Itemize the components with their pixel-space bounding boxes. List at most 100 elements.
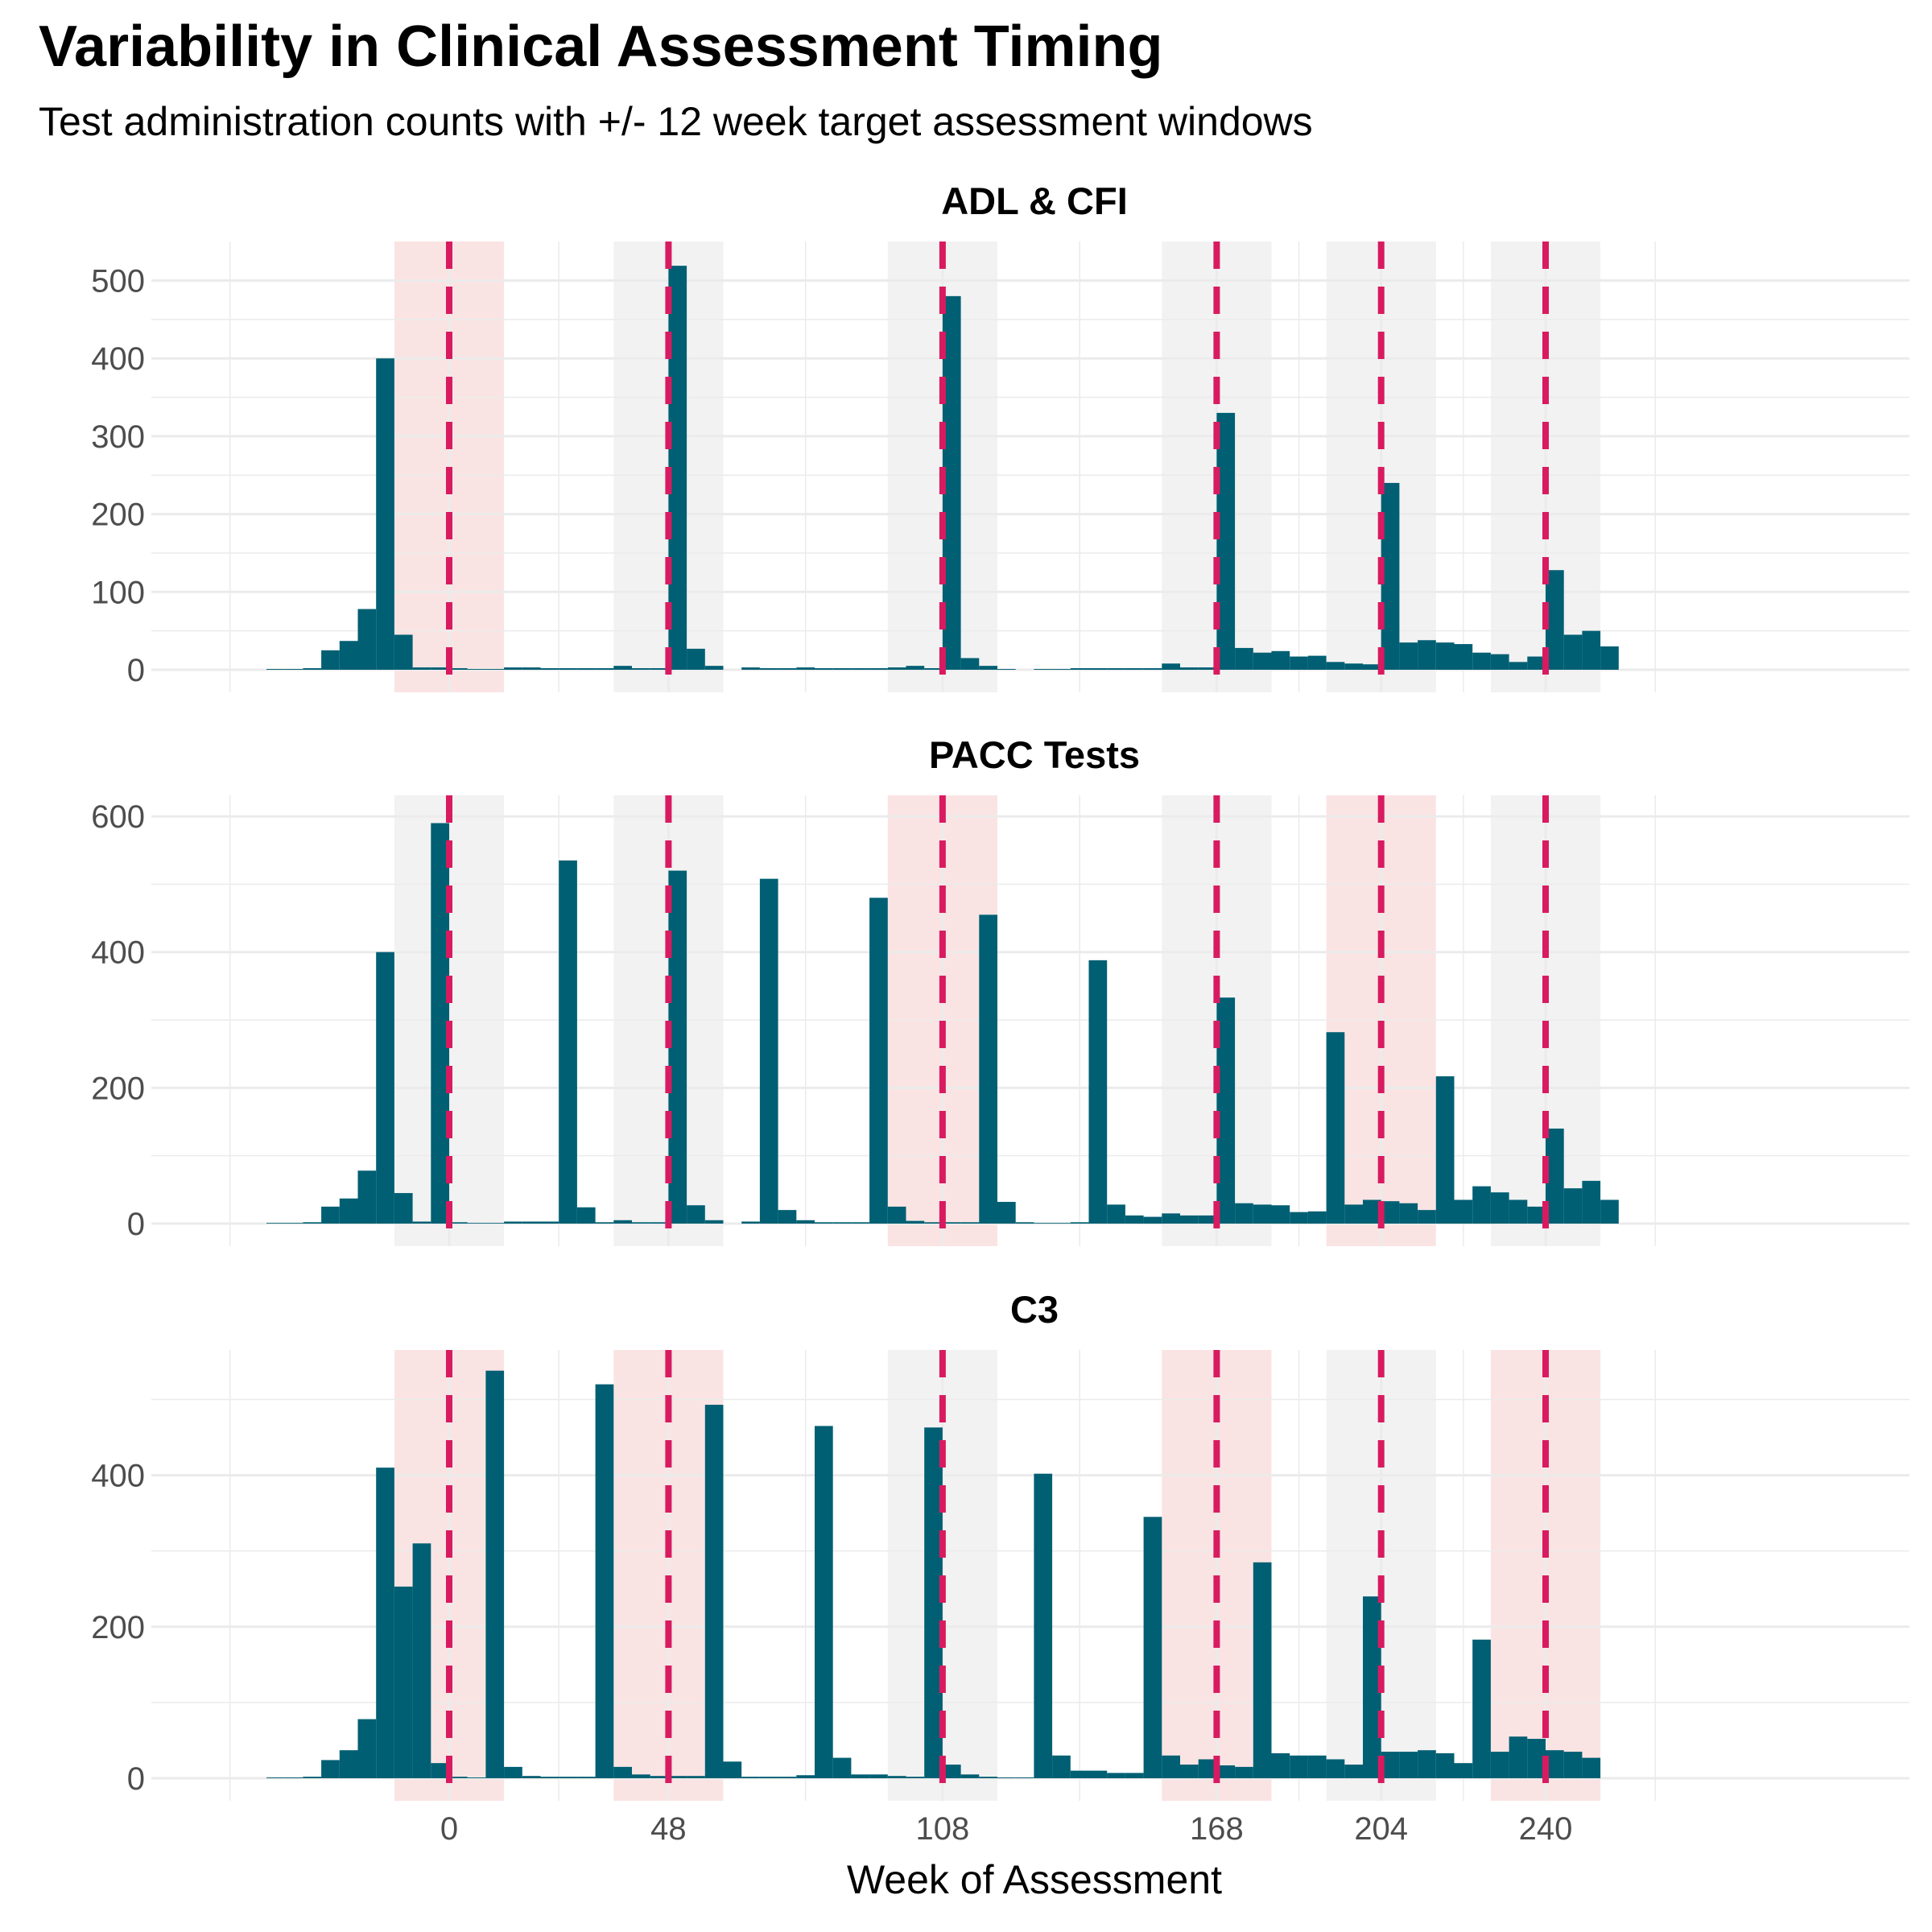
histogram-bar bbox=[851, 1774, 870, 1778]
histogram-bar bbox=[1344, 1765, 1363, 1778]
histogram-bar bbox=[1235, 1203, 1253, 1224]
histogram-bar bbox=[1326, 662, 1345, 670]
histogram-bar bbox=[1198, 1759, 1217, 1778]
x-axis: 0 48 108 168 204 240 bbox=[440, 1811, 1573, 1847]
histogram-bar bbox=[1527, 1206, 1546, 1224]
y-tick-label: 0 bbox=[127, 1207, 145, 1242]
histogram-bar bbox=[1600, 646, 1619, 670]
histogram-bar bbox=[1034, 669, 1053, 670]
histogram-bar bbox=[924, 668, 943, 670]
y-tick-label: 200 bbox=[91, 1071, 145, 1106]
histogram-bar bbox=[412, 1543, 431, 1778]
y-tick-label: 400 bbox=[91, 935, 145, 971]
histogram-bar bbox=[687, 648, 705, 670]
histogram-bar bbox=[1509, 662, 1528, 670]
histogram-bar bbox=[1253, 1204, 1272, 1224]
histogram-bar bbox=[815, 1426, 833, 1778]
histogram-bar bbox=[357, 609, 377, 670]
histogram-bar bbox=[741, 667, 760, 670]
histogram-bar bbox=[1052, 669, 1071, 670]
y-tick-label: 200 bbox=[91, 497, 145, 533]
histogram-bar bbox=[942, 1222, 961, 1224]
histogram-bar bbox=[613, 1766, 632, 1778]
histogram-bar bbox=[668, 1776, 687, 1778]
histogram-bar bbox=[1381, 482, 1400, 670]
histogram-bar bbox=[1070, 1222, 1089, 1224]
histogram-bar bbox=[485, 1223, 505, 1224]
histogram-bar bbox=[650, 668, 669, 670]
histogram-bar bbox=[906, 1777, 925, 1778]
histogram-bar bbox=[1546, 1750, 1564, 1778]
histogram-bar bbox=[1435, 642, 1455, 670]
histogram-bar bbox=[1015, 1222, 1034, 1224]
histogram-bar bbox=[704, 666, 724, 670]
histogram-bar bbox=[1070, 668, 1089, 670]
histogram-bar bbox=[1472, 1639, 1491, 1778]
histogram-bar bbox=[1563, 1188, 1583, 1224]
histogram-bar bbox=[650, 1222, 669, 1224]
histogram-bar bbox=[467, 1223, 486, 1224]
histogram-bar bbox=[376, 358, 394, 670]
histogram-bar bbox=[1235, 647, 1253, 670]
histogram-bar bbox=[832, 1757, 852, 1778]
histogram-bar bbox=[1472, 652, 1491, 670]
histogram-bar bbox=[851, 668, 870, 670]
histogram-bar bbox=[284, 1777, 303, 1778]
histogram-bar bbox=[559, 860, 577, 1224]
histogram-bar bbox=[339, 641, 358, 670]
histogram-bar bbox=[266, 669, 285, 670]
histogram-bar bbox=[1344, 663, 1363, 670]
histogram-bar bbox=[394, 1586, 413, 1778]
histogram-bar bbox=[449, 1222, 468, 1224]
histogram-bar bbox=[613, 1220, 632, 1224]
histogram-bar bbox=[394, 634, 413, 670]
histogram-bar bbox=[1143, 1517, 1162, 1778]
histogram-bar bbox=[687, 1205, 705, 1224]
histogram-bar bbox=[815, 1222, 833, 1224]
histogram-bar bbox=[924, 1222, 943, 1224]
histogram-bar bbox=[1563, 1752, 1583, 1778]
histogram-bar bbox=[559, 1777, 577, 1778]
histogram-bar bbox=[1052, 1755, 1071, 1778]
histogram-bar bbox=[796, 667, 815, 670]
histogram-bar bbox=[1363, 664, 1381, 670]
histogram-bar bbox=[906, 666, 925, 670]
y-tick-label: 100 bbox=[91, 575, 145, 610]
panel-title: PACC Tests bbox=[929, 733, 1140, 776]
histogram-bar bbox=[595, 1384, 614, 1778]
histogram-bar bbox=[1490, 1752, 1509, 1778]
histogram-bar bbox=[1125, 1773, 1144, 1778]
histogram-bar bbox=[1125, 1215, 1144, 1224]
histogram-bar bbox=[1107, 668, 1125, 670]
histogram-bar bbox=[576, 1777, 596, 1778]
histogram-bar bbox=[1107, 1204, 1125, 1224]
histogram-bar bbox=[960, 1222, 980, 1224]
histogram-bar bbox=[321, 1206, 340, 1224]
histogram-bar bbox=[1198, 667, 1217, 670]
histogram-bar bbox=[1527, 656, 1546, 670]
histogram-bar bbox=[1399, 1203, 1418, 1224]
histogram-bar bbox=[467, 669, 486, 670]
histogram-bar bbox=[540, 1777, 559, 1778]
histogram-bar bbox=[869, 1774, 888, 1778]
histogram-bar bbox=[887, 1206, 906, 1224]
histogram-bar bbox=[1180, 1765, 1199, 1778]
histogram-bar bbox=[321, 1760, 340, 1778]
histogram-bar bbox=[284, 669, 303, 670]
histogram-bar bbox=[1034, 1223, 1053, 1224]
histogram-bar bbox=[431, 1763, 449, 1778]
histogram-bar bbox=[997, 1777, 1016, 1778]
histogram-bar bbox=[1435, 1076, 1455, 1224]
panel-c3: C3 0 200 400 bbox=[91, 1288, 1909, 1801]
histogram-bar bbox=[1490, 1192, 1509, 1224]
histogram-bar bbox=[1253, 652, 1272, 670]
histogram-bar bbox=[449, 668, 468, 670]
panel-pacc-tests: PACC Tests 0 200 400 600 bbox=[91, 733, 1909, 1246]
histogram-bar bbox=[778, 1210, 797, 1224]
histogram-bar bbox=[412, 667, 431, 670]
histogram-bar bbox=[1088, 668, 1108, 670]
histogram-bar bbox=[979, 1777, 997, 1778]
histogram-bar bbox=[431, 667, 449, 670]
histogram-bar bbox=[394, 1193, 413, 1224]
histogram-bar bbox=[650, 1776, 669, 1778]
